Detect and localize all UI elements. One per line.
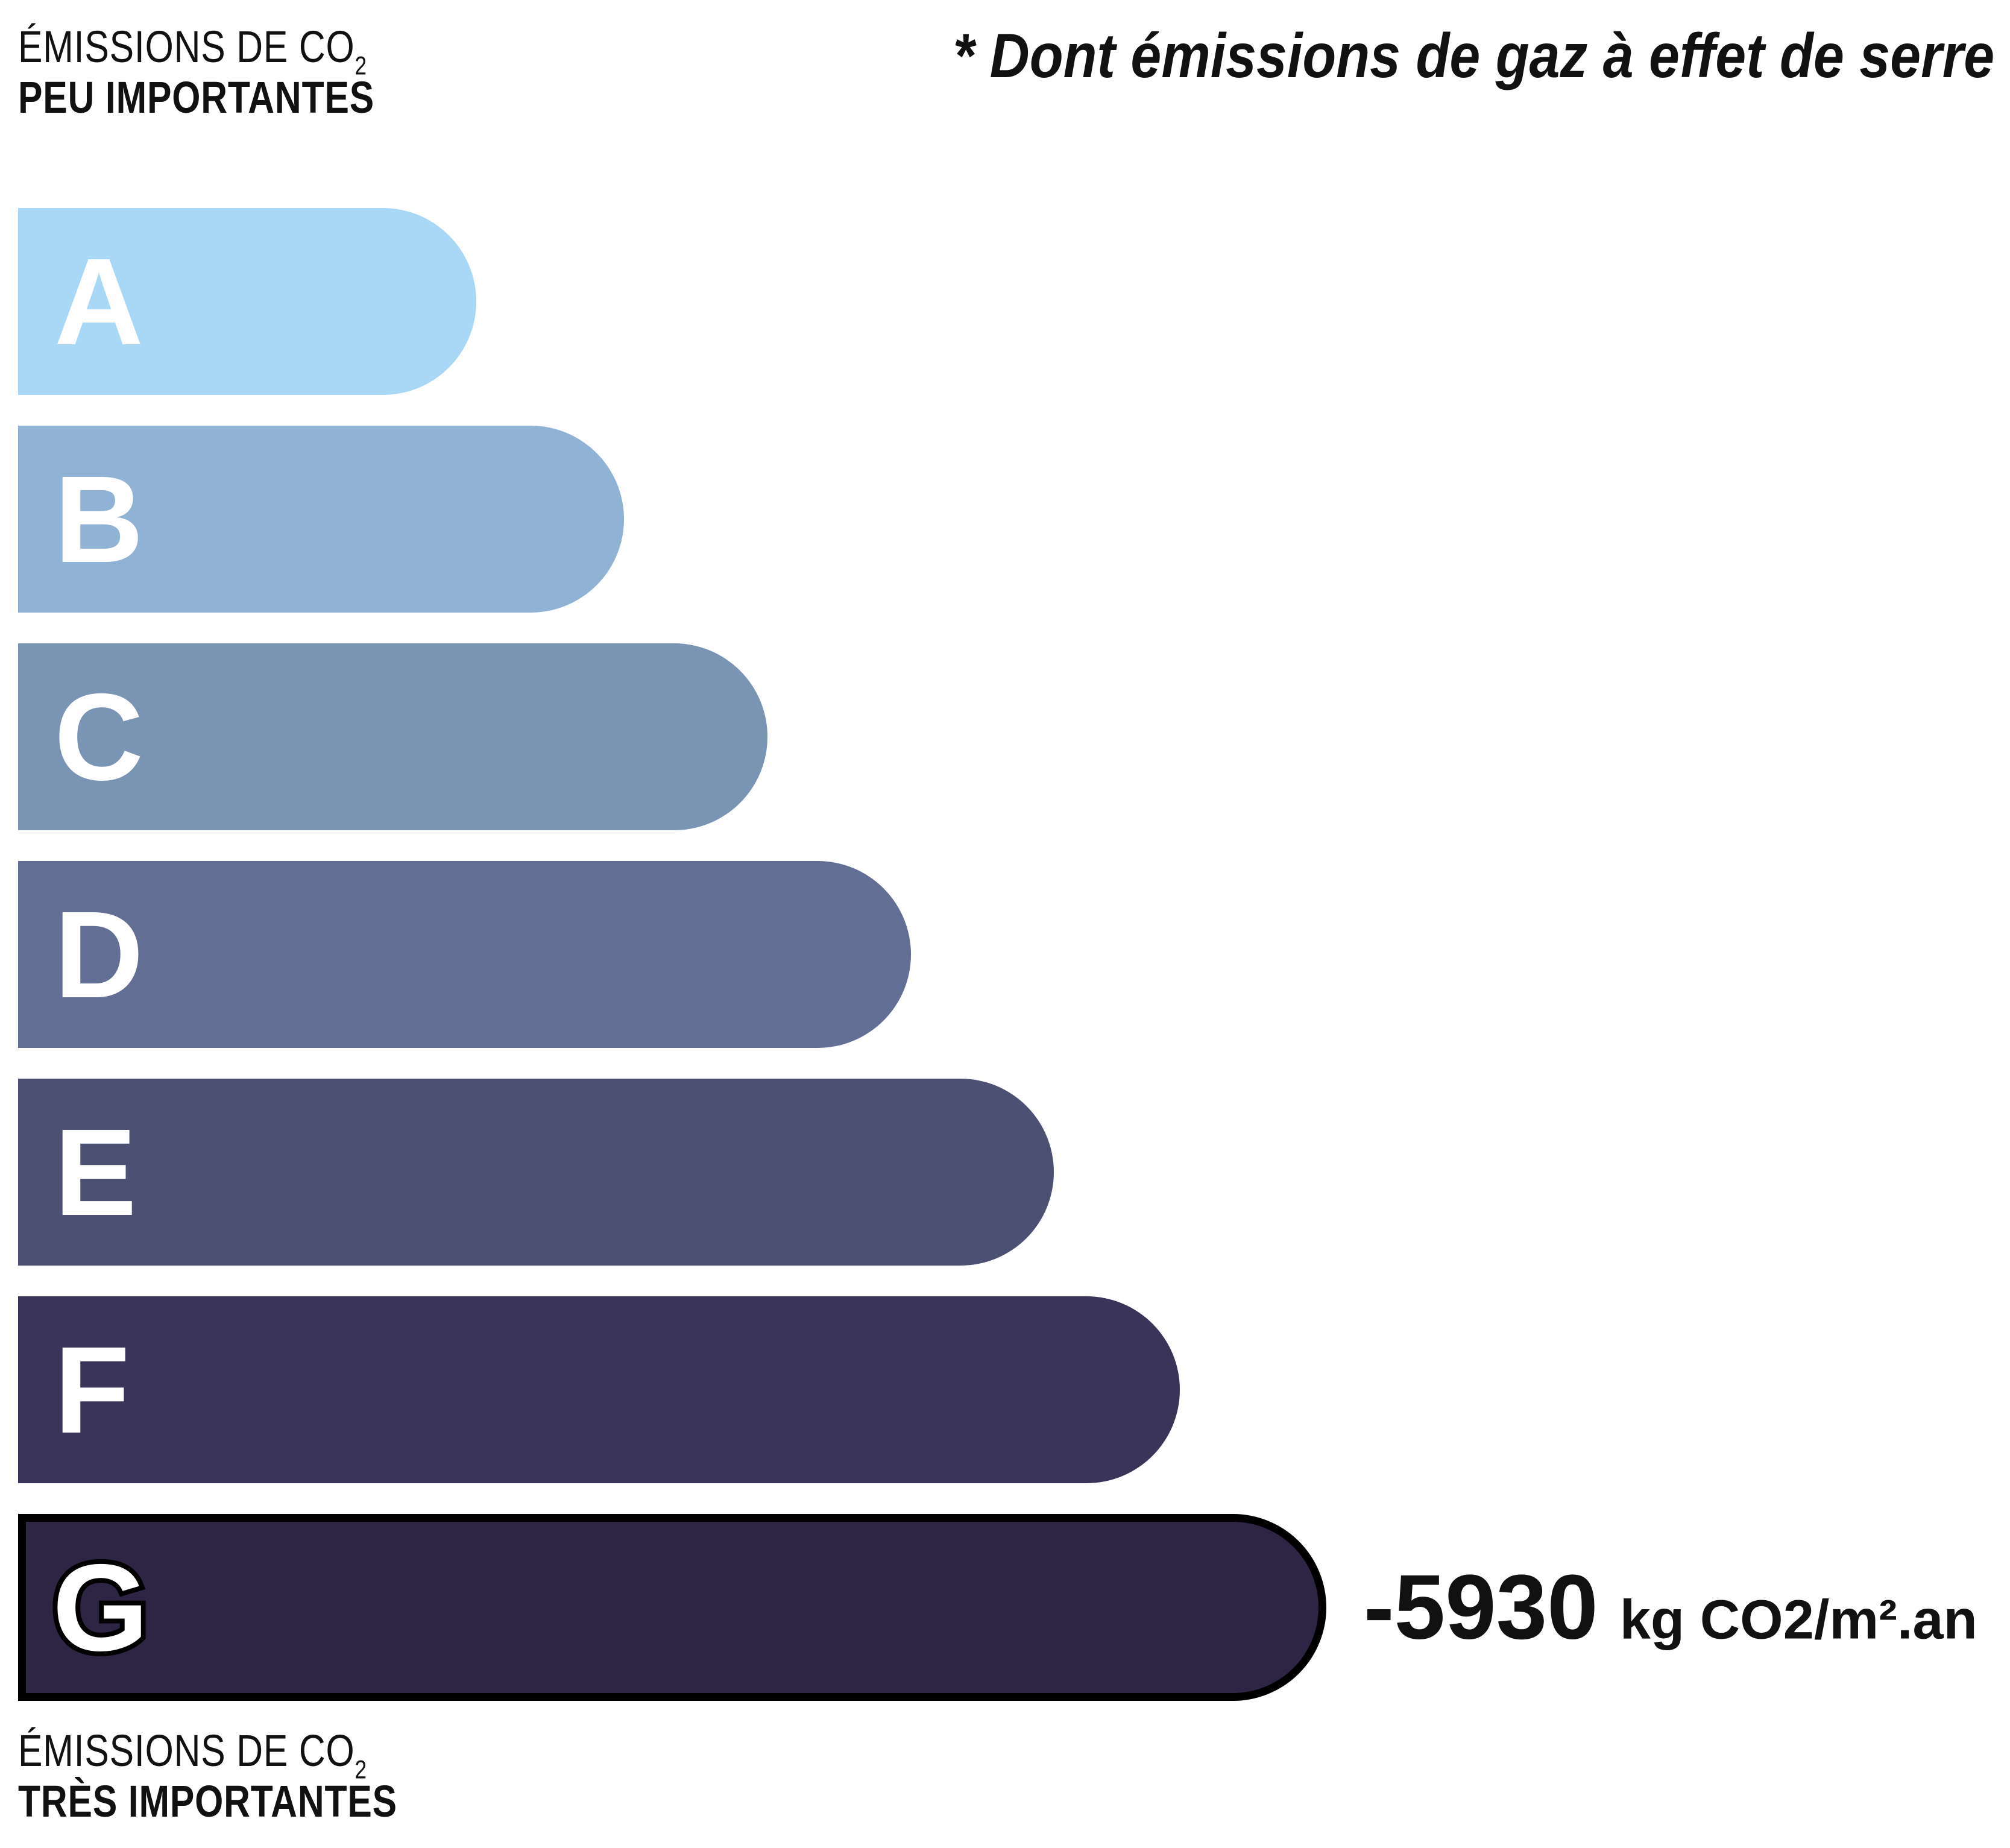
g-bar-value-unit: kg CO2/m².an	[1619, 1589, 1977, 1651]
bar-letter-text: G	[52, 1538, 149, 1677]
bottom-scale-label-line2: TRÈS IMPORTANTES	[18, 1776, 397, 1826]
bar-B: B B	[18, 426, 624, 613]
bar-row: A A	[18, 208, 1326, 395]
bar-letter: F F	[54, 1328, 130, 1452]
g-bar-value: -5930 kg CO2/m².an	[1364, 1555, 1977, 1660]
bar-D: D D	[18, 861, 911, 1048]
bar-letter: D D	[54, 893, 143, 1017]
top-scale-label: ÉMISSIONS DE CO2 PEU IMPORTANTES	[18, 22, 374, 122]
bar-letter: G G	[48, 1538, 154, 1677]
bar-row: C C	[18, 643, 1326, 830]
bottom-scale-label: ÉMISSIONS DE CO2 TRÈS IMPORTANTES	[18, 1726, 397, 1826]
co2-subscript: 2	[354, 1755, 367, 1785]
bar-letter-text: D	[54, 885, 144, 1024]
top-scale-label-line2: PEU IMPORTANTES	[18, 72, 375, 122]
bottom-scale-label-line1: ÉMISSIONS DE CO2	[18, 1726, 397, 1784]
bars-container: A A B B C C D D	[18, 208, 1326, 1732]
bar-A: A A	[18, 208, 476, 395]
co2-subscript: 2	[354, 51, 367, 81]
bar-letter-outline: G	[48, 1538, 154, 1677]
bar-letter-text: F	[54, 1320, 130, 1459]
bar-row: B B	[18, 426, 1326, 613]
greenhouse-gas-footnote: * Dont émissions de gaz à effet de serre	[953, 21, 1994, 91]
bottom-scale-label-line1-text: ÉMISSIONS DE CO	[18, 1726, 355, 1776]
bar-F: F F	[18, 1296, 1180, 1483]
bar-letter: E E	[54, 1111, 137, 1234]
bar-E: E E	[18, 1079, 1054, 1266]
bar-letter: B B	[54, 458, 143, 581]
bar-row: G G	[18, 1514, 1326, 1701]
bar-G: G G	[18, 1514, 1326, 1701]
bar-letter: C C	[54, 675, 143, 799]
bar-letter-text: C	[54, 667, 144, 806]
bar-letter-text: E	[54, 1103, 137, 1241]
top-scale-label-line1: ÉMISSIONS DE CO2	[18, 22, 374, 80]
bar-letter-text: B	[54, 450, 144, 588]
bar-row: E E	[18, 1079, 1326, 1266]
bar-row: D D	[18, 861, 1326, 1048]
top-scale-label-line1-text: ÉMISSIONS DE CO	[18, 22, 355, 72]
bar-letter-text: A	[54, 232, 144, 371]
g-bar-value-number: -5930	[1364, 1556, 1598, 1659]
bar-letter: A A	[54, 240, 143, 364]
bar-row: F F	[18, 1296, 1326, 1483]
bar-C: C C	[18, 643, 767, 830]
